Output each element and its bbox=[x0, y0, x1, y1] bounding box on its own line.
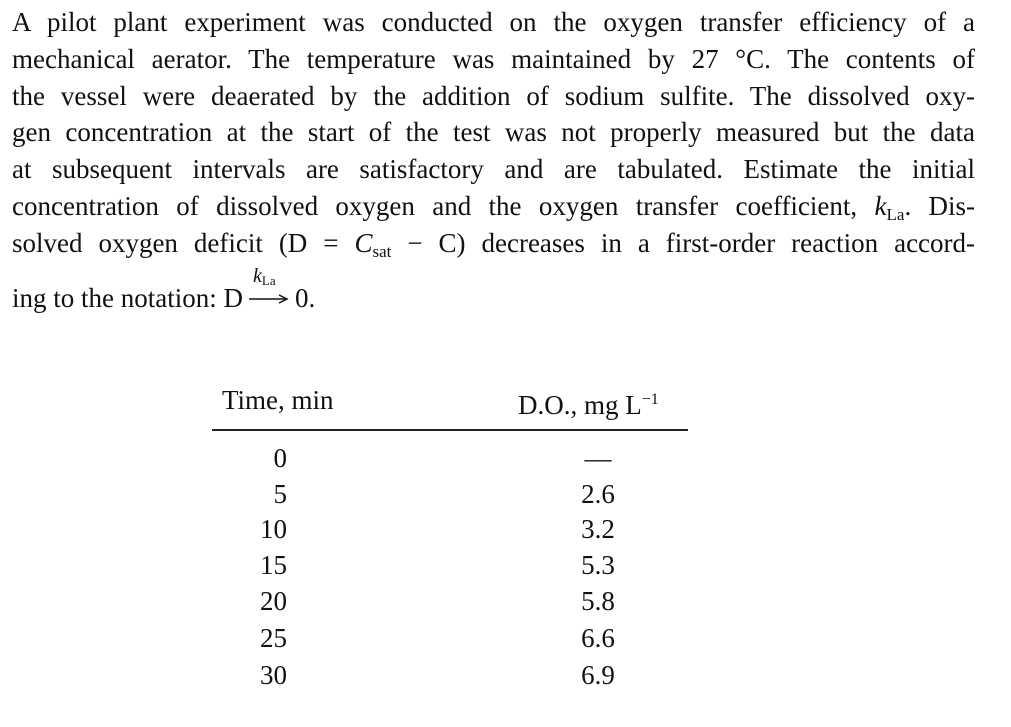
do-cell: 6.6 bbox=[581, 623, 615, 653]
text-line: the vessel were deaerated by the additio… bbox=[12, 81, 975, 111]
text: D.O., mg L bbox=[518, 390, 642, 420]
time-cell: 30 bbox=[260, 660, 287, 690]
text-line: at subsequent intervals are satisfactory… bbox=[12, 154, 975, 184]
text: solved oxygen deficit (D = bbox=[12, 228, 339, 258]
do-cell: 5.8 bbox=[581, 586, 615, 616]
column-header: Time, min bbox=[222, 385, 334, 415]
do-cell: 5.3 bbox=[581, 550, 615, 580]
time-cell: 10 bbox=[260, 514, 287, 544]
text-line: concentration of dissolved oxygen and th… bbox=[12, 191, 975, 221]
superscript: −1 bbox=[641, 391, 659, 408]
table-rule bbox=[212, 429, 688, 431]
do-cell: 6.9 bbox=[581, 660, 615, 690]
do-cell: 3.2 bbox=[581, 514, 615, 544]
time-cell: 20 bbox=[260, 586, 287, 616]
do-cell: — bbox=[584, 443, 612, 473]
subscript: La bbox=[886, 205, 905, 221]
subscript: sat bbox=[372, 242, 392, 258]
symbol: C bbox=[354, 228, 373, 258]
time-cell: 15 bbox=[260, 550, 287, 580]
time-cell: 5 bbox=[273, 479, 288, 509]
reaction-arrow: kLa bbox=[248, 265, 289, 313]
time-cell: 0 bbox=[273, 443, 288, 473]
text-line: A pilot plant experiment was conducted o… bbox=[12, 7, 975, 37]
text-line: gen concentration at the start of the te… bbox=[12, 117, 975, 147]
text: − C) decreases in a first-order reaction… bbox=[407, 228, 975, 258]
symbol: k bbox=[252, 265, 262, 287]
column-header: D.O., mg L−1 bbox=[518, 385, 659, 420]
text: concentration of dissolved oxygen and th… bbox=[12, 191, 858, 221]
arrow-label: kLa bbox=[253, 261, 276, 291]
text: ing to the notation: D bbox=[12, 283, 243, 313]
time-cell: 25 bbox=[260, 623, 287, 653]
symbol: k bbox=[874, 191, 887, 221]
text: . Dis- bbox=[904, 191, 975, 221]
arrow-icon bbox=[248, 294, 289, 304]
text-line: solved oxygen deficit (D = Csat − C) dec… bbox=[12, 228, 975, 258]
do-cell: 2.6 bbox=[581, 479, 615, 509]
text-line: mechanical aerator. The temperature was … bbox=[12, 44, 975, 74]
subscript: La bbox=[261, 273, 276, 288]
text: 0. bbox=[294, 283, 316, 313]
